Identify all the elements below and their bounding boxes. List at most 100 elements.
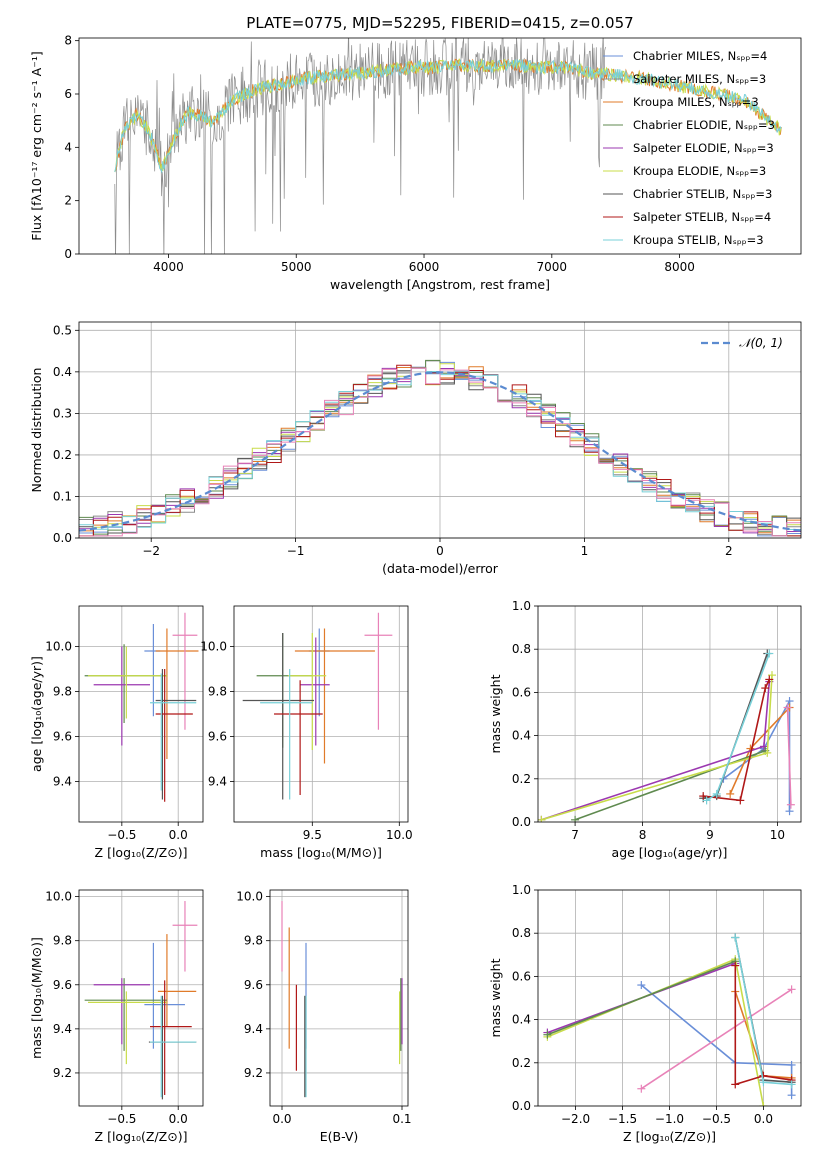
y-tick-label: 9.6 <box>208 730 227 744</box>
panel-residuals: −2 −1 0 1 2 0.0 0.1 0.2 0.3 0.4 0.5 (data-model)/er… <box>29 321 802 576</box>
x-tick-label: 4000 <box>153 260 184 274</box>
plot-area <box>538 649 795 822</box>
y-tick-label: 9.6 <box>244 978 263 992</box>
y-tick-label: 0.2 <box>53 448 72 462</box>
residual-histogram <box>79 367 801 537</box>
legend-entry: Kroupa MILES, Nₛₚₚ=3 <box>633 95 759 109</box>
y-axis-label: mass [log₁₀(M/M⊙)] <box>29 937 44 1059</box>
y-axis-label: mass weight <box>488 674 503 753</box>
axes-frame <box>537 889 802 1107</box>
y-tick-label: 0.0 <box>512 815 531 829</box>
y-axis-label: age [log₁₀(age/yr)] <box>29 656 44 772</box>
axes-frame <box>269 889 409 1107</box>
y-tick-label: 0.4 <box>512 729 531 743</box>
y-tick-label: 0.3 <box>53 406 72 420</box>
normal-curve <box>79 371 801 532</box>
x-tick-label: 9 <box>706 828 714 842</box>
panel-mass-vs-Z: −0.5 0.0 9.2 9.4 9.6 9.8 10.0 Z [log₁₀(Z/Z⊙)] ma… <box>29 889 204 1144</box>
x-tick-label: 7000 <box>537 260 568 274</box>
y-tick-label: 9.4 <box>53 1022 72 1036</box>
plot-area <box>84 612 199 802</box>
x-tick-label: −1.5 <box>608 1112 637 1126</box>
x-axis-label: (data-model)/error <box>382 561 499 576</box>
plot-area <box>543 933 796 1106</box>
y-tick-label: 8 <box>64 34 72 48</box>
y-tick-label: 0.6 <box>512 685 531 699</box>
y-tick-label: 9.6 <box>53 730 72 744</box>
y-tick-label: 9.4 <box>208 775 227 789</box>
y-tick-label: 6 <box>64 87 72 101</box>
x-tick-label: −1.0 <box>655 1112 684 1126</box>
y-tick-label: 9.8 <box>244 934 263 948</box>
x-tick-label: 10 <box>770 828 785 842</box>
legend-entry: 𝒩(0, 1) <box>739 336 783 350</box>
plot-area <box>242 612 393 800</box>
mass-weight-line <box>786 707 792 805</box>
panel-mass-weight-vs-age: 7 8 9 10 0.0 0.2 0.4 0.6 0.8 1.0 age [log₁₀(age/yr… <box>488 599 802 860</box>
x-axis-label: Z [log₁₀(Z/Z⊙)] <box>95 1129 188 1144</box>
legend-entry: Salpeter MILES, Nₛₚₚ=3 <box>633 72 766 86</box>
y-tick-label: 1.0 <box>512 883 531 897</box>
x-axis-label: wavelength [Angstrom, rest frame] <box>330 277 550 292</box>
plot-area <box>79 359 801 537</box>
panel-mass-weight-vs-Z: −2.0 −1.5 −1.0 −0.5 0.0 0.0 0.2 0.4 0.6 0.8 1.0 Z [… <box>488 883 802 1144</box>
y-tick-label: 9.8 <box>53 685 72 699</box>
legend-entry: Salpeter STELIB, Nₛₚₚ=4 <box>633 210 771 224</box>
x-tick-label: 0.1 <box>392 1112 411 1126</box>
y-tick-label: 0.2 <box>512 1056 531 1070</box>
x-tick-label: −2.0 <box>561 1112 590 1126</box>
residual-histogram <box>79 363 801 537</box>
x-tick-label: 0 <box>436 544 444 558</box>
panel-spectrum: 4000 5000 6000 7000 8000 0 2 4 6 8 wavelength [Ang… <box>29 34 802 292</box>
observed-spectrum <box>114 38 606 254</box>
x-tick-label: 9.5 <box>303 828 322 842</box>
axes-frame <box>233 605 409 823</box>
y-tick-label: 1.0 <box>512 599 531 613</box>
y-tick-label: 9.8 <box>208 685 227 699</box>
y-axis-label: mass weight <box>488 958 503 1037</box>
x-axis-label: mass [log₁₀(M/M⊙)] <box>260 845 382 860</box>
y-axis-label: Flux [fλ10⁻¹⁷ erg cm⁻² s⁻¹ A⁻¹] <box>29 51 44 240</box>
mass-weight-line <box>574 749 766 821</box>
legend-entry: Chabrier MILES, Nₛₚₚ=4 <box>633 49 767 63</box>
x-tick-label: 8 <box>639 828 647 842</box>
y-tick-label: 0.0 <box>53 531 72 545</box>
y-tick-label: 0.8 <box>512 642 531 656</box>
y-tick-label: 10.0 <box>45 640 72 654</box>
figure-title: PLATE=0775, MJD=52295, FIBERID=0415, z=0… <box>246 14 633 32</box>
y-tick-label: 0 <box>64 247 72 261</box>
y-tick-label: 10.0 <box>200 640 227 654</box>
mass-weight-line <box>547 960 736 1036</box>
x-tick-label: −1 <box>287 544 305 558</box>
legend-entry: Salpeter ELODIE, Nₛₚₚ=3 <box>633 141 774 155</box>
x-tick-label: 0.0 <box>169 1112 188 1126</box>
y-tick-label: 9.8 <box>53 934 72 948</box>
x-tick-label: 2 <box>725 544 733 558</box>
x-tick-label: 0.0 <box>272 1112 291 1126</box>
legend-entry: Kroupa ELODIE, Nₛₚₚ=3 <box>633 164 766 178</box>
y-tick-label: 9.4 <box>53 775 72 789</box>
y-tick-label: 0.0 <box>512 1099 531 1113</box>
y-tick-label: 0.1 <box>53 489 72 503</box>
y-tick-label: 2 <box>64 194 72 208</box>
x-tick-label: 8000 <box>664 260 695 274</box>
panel-age-vs-Z: −0.5 0.0 9.4 9.6 9.8 10.0 Z [log₁₀(Z/Z⊙)] age [… <box>29 605 204 860</box>
y-tick-label: 0.4 <box>512 1013 531 1027</box>
axes-frame <box>78 889 204 1107</box>
x-tick-label: 6000 <box>409 260 440 274</box>
x-tick-label: −0.5 <box>107 1112 136 1126</box>
x-tick-label: −0.5 <box>107 828 136 842</box>
mass-weight-line <box>640 988 793 1090</box>
axes-frame <box>78 605 204 823</box>
axes-frame <box>78 37 802 255</box>
mass-weight-line <box>734 965 792 1086</box>
x-tick-label: 10.0 <box>386 828 413 842</box>
y-tick-label: 10.0 <box>45 890 72 904</box>
y-axis-label: Normed distribution <box>29 368 44 493</box>
x-axis-label: E(B-V) <box>320 1129 359 1144</box>
y-tick-label: 0.2 <box>512 772 531 786</box>
mass-weight-line <box>547 957 765 1106</box>
x-tick-label: 5000 <box>281 260 312 274</box>
legend-entry: Chabrier ELODIE, Nₛₚₚ=3 <box>633 118 775 132</box>
